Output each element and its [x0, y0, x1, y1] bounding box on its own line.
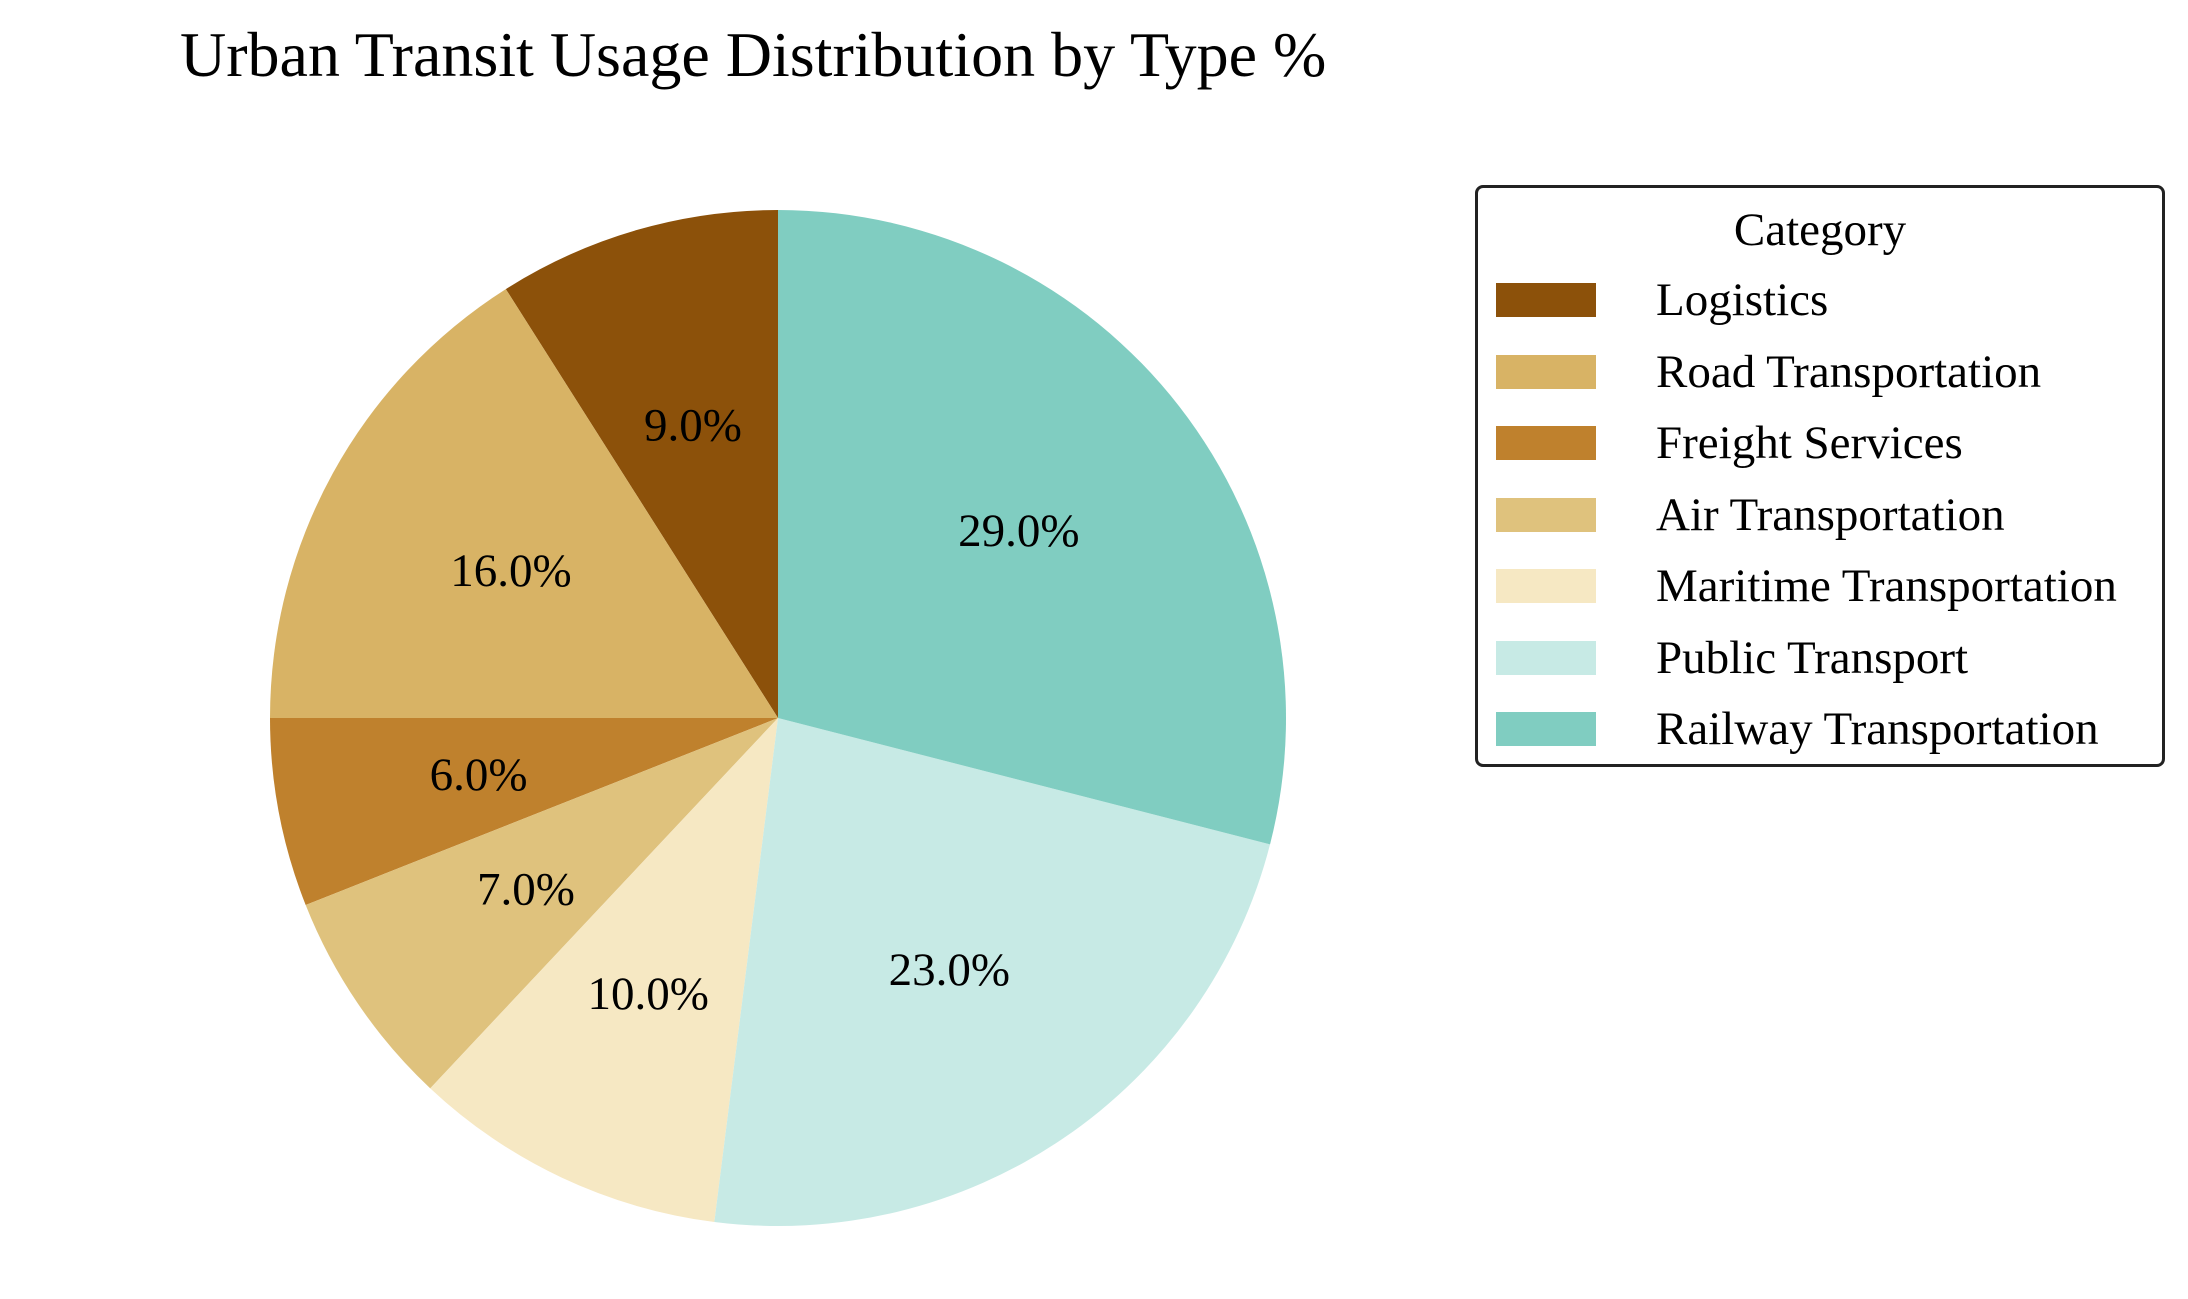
legend-label: Air Transportation	[1656, 488, 2005, 541]
legend-swatch	[1496, 569, 1596, 603]
legend-item-maritime-transportation: Maritime Transportation	[1496, 556, 2117, 616]
pie-percentage-labels: 9.0% 16.0% 6.0% 7.0% 10.0% 23.0% 29.0%	[430, 399, 1080, 1019]
legend-item-freight-services: Freight Services	[1496, 413, 1963, 473]
slice-label-road-transportation: 16.0%	[450, 545, 571, 597]
legend-label: Freight Services	[1656, 417, 1963, 469]
pie-slice-maritime-transportation	[430, 718, 778, 1222]
legend-label: Maritime Transportation	[1656, 560, 2117, 612]
slice-label-public-transport: 23.0%	[889, 944, 1010, 996]
slice-label-railway-transportation: 29.0%	[958, 505, 1079, 557]
legend-label: Logistics	[1656, 274, 1829, 326]
legend-item-railway-transportation: Railway Transportation	[1496, 699, 2099, 759]
legend-swatch	[1496, 354, 1596, 389]
legend-swatch	[1496, 712, 1596, 746]
pie-slice-road-transportation	[270, 289, 778, 718]
pie-slices	[270, 210, 1286, 1226]
legend-item-road-transportation: Road Transportation	[1496, 342, 2041, 402]
legend-label: Railway Transportation	[1656, 703, 2099, 755]
slice-label-freight-services: 6.0%	[430, 749, 528, 801]
pie-slice-logistics	[505, 210, 778, 718]
slice-label-logistics: 9.0%	[644, 399, 742, 451]
pie-slice-air-transportation	[305, 718, 778, 1089]
legend-item-air-transportation: Air Transportation	[1496, 485, 2005, 545]
legend-item-logistics: Logistics	[1496, 270, 1828, 330]
legend: Category Logistics Road Transportation Fre…	[1475, 185, 2165, 767]
slice-label-air-transportation: 7.0%	[477, 863, 575, 915]
pie-slice-freight-services	[270, 718, 778, 906]
pie-slice-railway-transportation	[778, 210, 1286, 845]
legend-item-public-transport: Public Transport	[1496, 628, 1968, 688]
legend-label: Public Transport	[1656, 631, 1969, 684]
legend-swatch	[1496, 640, 1596, 675]
legend-title: Category	[1733, 204, 1907, 256]
legend-label: Road Transportation	[1656, 345, 2042, 398]
legend-swatch	[1496, 497, 1596, 532]
legend-swatch	[1496, 426, 1596, 460]
chart-title: Urban Transit Usage Distribution by Type…	[180, 19, 1327, 90]
slice-label-maritime-transportation: 10.0%	[588, 968, 709, 1020]
pie-slice-public-transport	[714, 718, 1271, 1226]
legend-swatch	[1496, 283, 1596, 317]
